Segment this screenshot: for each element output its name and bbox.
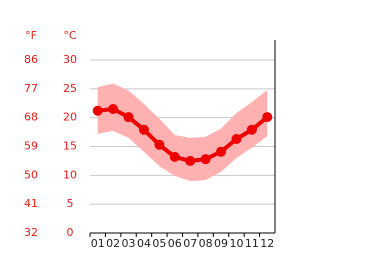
y-tick-label: 20	[63, 111, 77, 124]
x-tick-label: 11	[245, 237, 259, 250]
y2-tick-label: 86	[24, 53, 38, 66]
y-tick-label: 0	[67, 226, 74, 239]
y-tick-label: 25	[63, 82, 77, 95]
point	[108, 104, 119, 115]
point	[246, 124, 257, 135]
point	[262, 112, 273, 123]
point	[185, 155, 196, 166]
temperature-range	[97, 83, 268, 182]
x-tick-label: 09	[214, 237, 228, 250]
x-tick-label: 10	[229, 237, 243, 250]
x-tick-label: 08	[199, 237, 213, 250]
point	[169, 151, 180, 162]
x-tick-label: 05	[152, 237, 166, 250]
point	[154, 139, 165, 150]
point	[200, 154, 211, 165]
y2-tick-label: 59	[24, 140, 38, 153]
point	[216, 146, 227, 157]
y2-tick-label: 68	[24, 111, 38, 124]
x-tick-label: 03	[122, 237, 136, 250]
x-tick-label: 01	[91, 237, 105, 250]
y2-tick-label: 77	[24, 82, 38, 95]
y-tick-label: 5	[67, 197, 74, 210]
y2-tick-label: 32	[24, 226, 38, 239]
point	[138, 124, 149, 135]
point	[231, 134, 242, 145]
x-tick-label: 07	[183, 237, 197, 250]
y-tick-label: 30	[63, 53, 77, 66]
point	[123, 112, 134, 123]
y2-axis-title: °F	[25, 29, 37, 42]
x-tick-label: 04	[137, 237, 151, 250]
x-tick-label: 02	[106, 237, 120, 250]
y-axis-title: °C	[63, 29, 77, 42]
y2-tick-label: 41	[24, 197, 38, 210]
y2-tick-label: 50	[24, 168, 38, 181]
x-tick-label: 06	[168, 237, 182, 250]
y-tick-label: 10	[63, 168, 77, 181]
point	[92, 105, 103, 116]
x-tick-label: 12	[260, 237, 274, 250]
y-tick-label: 15	[63, 140, 77, 153]
